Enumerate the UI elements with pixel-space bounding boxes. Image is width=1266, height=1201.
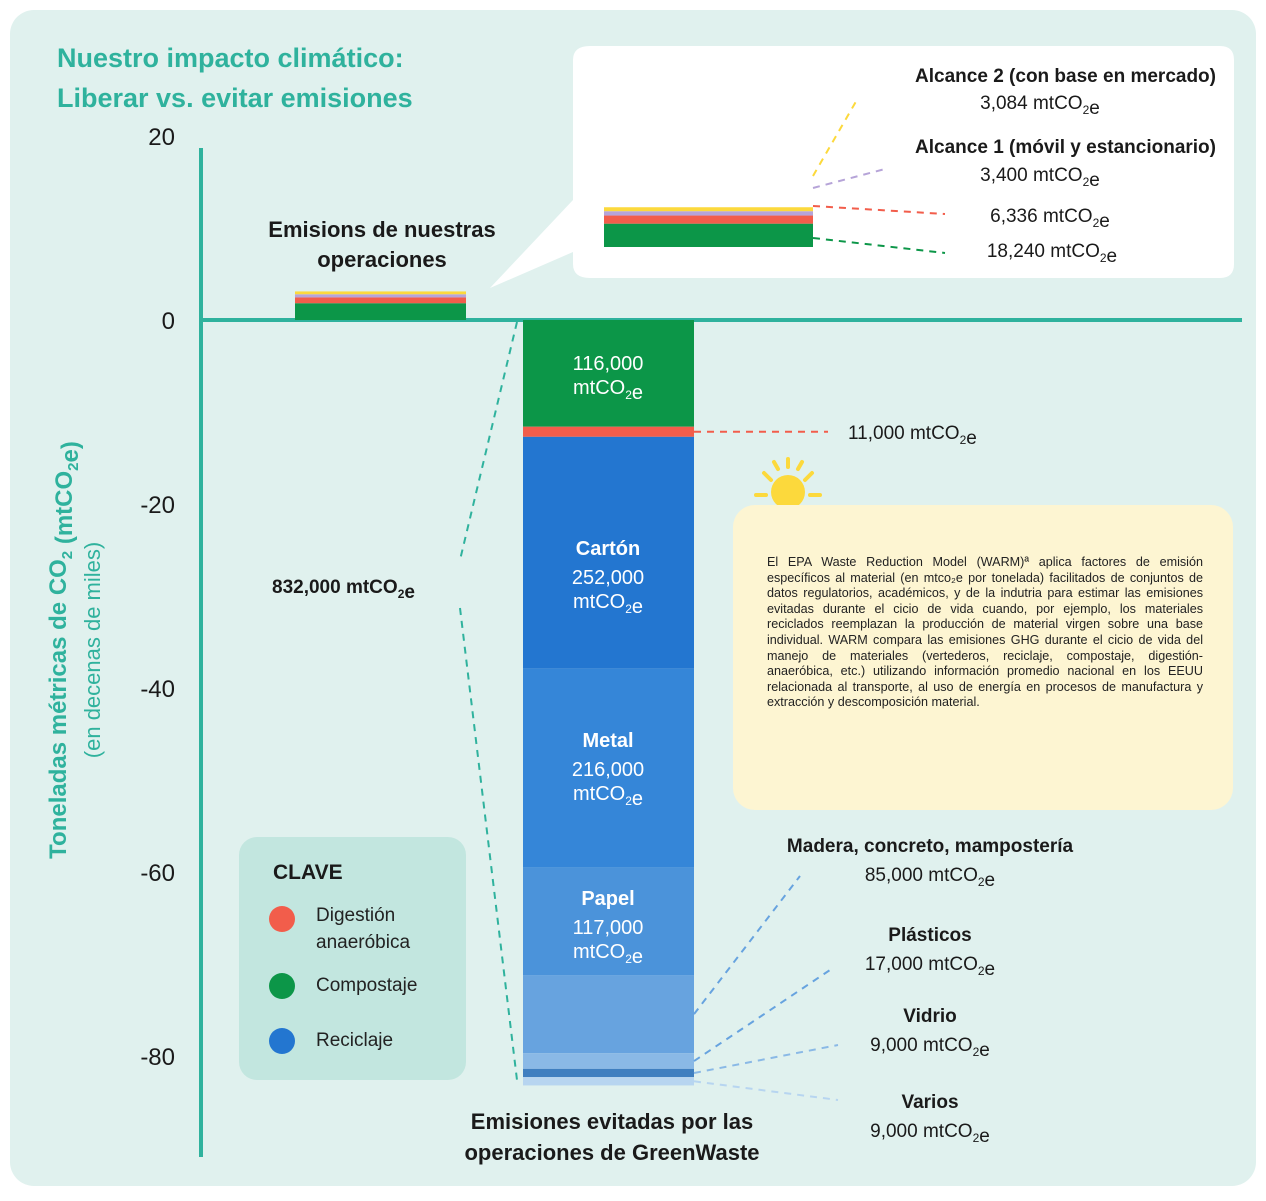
ops-bar-label-line2: operaciones (317, 247, 447, 272)
legend-key: CLAVE Digestión anaeróbica Compostaje Re… (239, 837, 466, 1080)
legend-title: CLAVE (273, 861, 343, 884)
y-tick-label: -40 (140, 676, 175, 703)
lightbulb-ray (772, 460, 780, 471)
metal-unit: mtCO2e (573, 783, 643, 810)
avoided-bar-segment (523, 1053, 694, 1069)
callout-bar-segment (604, 211, 813, 216)
avoided-bar-segment (523, 320, 694, 427)
compost-avoided-unit: mtCO2e (573, 377, 643, 404)
alcance1-value: 3,400 mtCO2e (980, 165, 1100, 191)
y-tick-label: 0 (162, 308, 175, 335)
chart-title-line2: Liberar vs. evitar emisiones (57, 83, 413, 113)
ops-bar-segment (295, 297, 466, 304)
avoided-bar-segment (523, 426, 694, 437)
papel-value: 117,000 (573, 917, 644, 939)
legend-dot-anaerobic (269, 906, 295, 932)
warm-info-box: El EPA Waste Reduction Model (WARM)ª apl… (733, 505, 1233, 810)
leader-total-bottom (459, 607, 518, 1081)
carton-unit: mtCO2e (573, 591, 643, 618)
alcance2-title: Alcance 2 (con base en mercado) (915, 66, 1216, 87)
vidrio-value: 9,000 mtCO2e (870, 1035, 990, 1061)
legend-dot-recycling (269, 1028, 295, 1054)
callout-bar-segment (604, 215, 813, 224)
madera-label: Madera, concreto, mampostería (787, 836, 1074, 857)
plasticos-value: 17,000 mtCO2e (865, 954, 995, 980)
lightbulb-ray (796, 460, 804, 471)
ops-bar-segment (295, 294, 466, 298)
warm-info-text: El EPA Waste Reduction Model (WARM)ª apl… (767, 555, 1203, 710)
y-tick-label: -80 (140, 1044, 175, 1071)
plasticos-label: Plásticos (888, 925, 971, 946)
carton-label: Cartón (576, 538, 640, 560)
avoided-bar-segment (523, 668, 694, 868)
lightbulb-ray (762, 471, 773, 482)
legend-label-compost: Compostaje (316, 975, 418, 996)
leader-plasticos (693, 969, 831, 1062)
varios-value: 9,000 mtCO2e (870, 1121, 990, 1147)
metal-label: Metal (582, 730, 633, 752)
callout-bar-segment (604, 207, 813, 212)
chart-title-line1: Nuestro impacto climático: (57, 43, 404, 73)
papel-label: Papel (581, 888, 634, 910)
avoided-bar-label-line2: operaciones de GreenWaste (464, 1140, 759, 1165)
avoided-bar-segment (523, 1068, 694, 1078)
vidrio-label: Vidrio (903, 1006, 957, 1027)
avoided-bar-segment (523, 1077, 694, 1086)
madera-value: 85,000 mtCO2e (865, 865, 995, 891)
leader-compost-ops (812, 237, 946, 254)
compost-avoided-value: 116,000 (573, 353, 644, 375)
ops-bar-segment (295, 303, 466, 320)
callout-bar-segment (604, 223, 813, 247)
leader-vidrio (693, 1044, 839, 1075)
y-tick-label: -60 (140, 860, 175, 887)
leader-ad-ops (812, 205, 946, 215)
alcance1-title: Alcance 1 (móvil y estancionario) (915, 137, 1216, 158)
lightbulb-ray (803, 471, 814, 482)
total-avoided-value: 832,000 mtCO2e (272, 577, 415, 603)
papel-unit: mtCO2e (573, 941, 643, 968)
avoided-bar-segment (523, 436, 694, 669)
lightbulb-glass (771, 475, 805, 509)
leader-madera (693, 875, 801, 1015)
leader-alcance2 (812, 97, 859, 177)
ad-ops-value: 6,336 mtCO2e (990, 206, 1110, 232)
avoided-bar-label-line1: Emisiones evitadas por las (471, 1109, 753, 1134)
ad-avoided-value: 11,000 mtCO2e (848, 423, 977, 449)
varios-label: Varios (901, 1092, 958, 1113)
y-tick-label: -20 (140, 492, 175, 519)
leader-varios (693, 1080, 839, 1101)
avoided-bar-segment (523, 867, 694, 976)
legend-label-recycling: Reciclaje (316, 1030, 394, 1051)
compost-ops-value: 18,240 mtCO2e (987, 241, 1117, 267)
legend-dot-compost (269, 973, 295, 999)
carton-value: 252,000 (572, 567, 644, 589)
alcance2-value: 3,084 mtCO2e (980, 93, 1100, 119)
legend-label-anaerobic: Digestión anaeróbica (316, 905, 411, 953)
y-axis-subtitle: (en decenas de miles) (80, 542, 105, 758)
leader-total-top (459, 321, 518, 561)
ops-bar-segment (295, 291, 466, 295)
avoided-bar-segment (523, 975, 694, 1054)
metal-value: 216,000 (572, 759, 644, 781)
ops-bar-label-line1: Emisions de nuestras (268, 217, 495, 242)
y-axis-title: Toneladas métricas de CO2 (mtCO2e) (45, 441, 84, 859)
y-tick-label: 20 (148, 124, 175, 151)
